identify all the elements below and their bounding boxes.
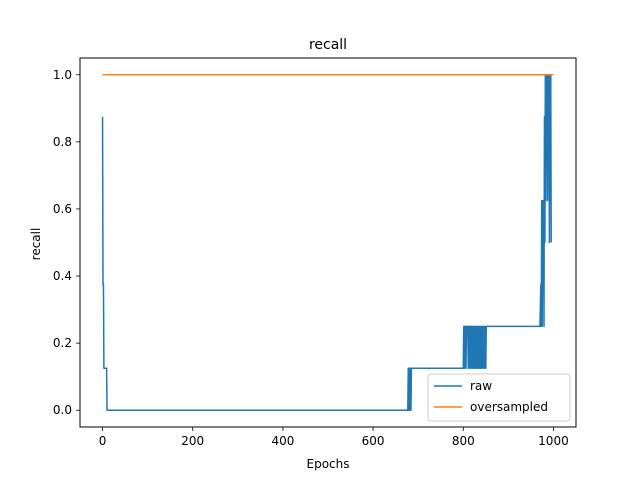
y-tick-label: 1.0: [53, 68, 72, 82]
legend-label-raw: raw: [470, 379, 492, 393]
x-axis-label: Epochs: [307, 457, 350, 471]
x-tick-label: 800: [452, 434, 475, 448]
y-tick-label: 0.4: [53, 269, 72, 283]
y-tick-label: 0.2: [53, 336, 72, 350]
legend: raw oversampled: [427, 373, 571, 422]
series-line-raw: [101, 74, 552, 411]
x-tick-label: 200: [181, 434, 204, 448]
series-layer: [101, 74, 554, 411]
y-tick-label: 0.8: [53, 135, 72, 149]
x-tick-label: 1000: [538, 434, 569, 448]
x-tick-label: 400: [271, 434, 294, 448]
ticks-layer: 0 200 400 600 800 1000 0.0 0.2 0.4 0.6 0.8 1.0: [53, 68, 569, 448]
y-tick-label: 0.0: [53, 403, 72, 417]
legend-label-oversampled: oversampled: [470, 400, 548, 414]
chart-title: recall: [309, 37, 347, 53]
y-axis-label: recall: [29, 228, 43, 261]
legend-box: [427, 373, 571, 422]
plot-area-frame: [79, 57, 577, 428]
x-tick-label: 600: [362, 434, 385, 448]
x-tick-label: 0: [99, 434, 107, 448]
y-tick-label: 0.6: [53, 202, 72, 216]
